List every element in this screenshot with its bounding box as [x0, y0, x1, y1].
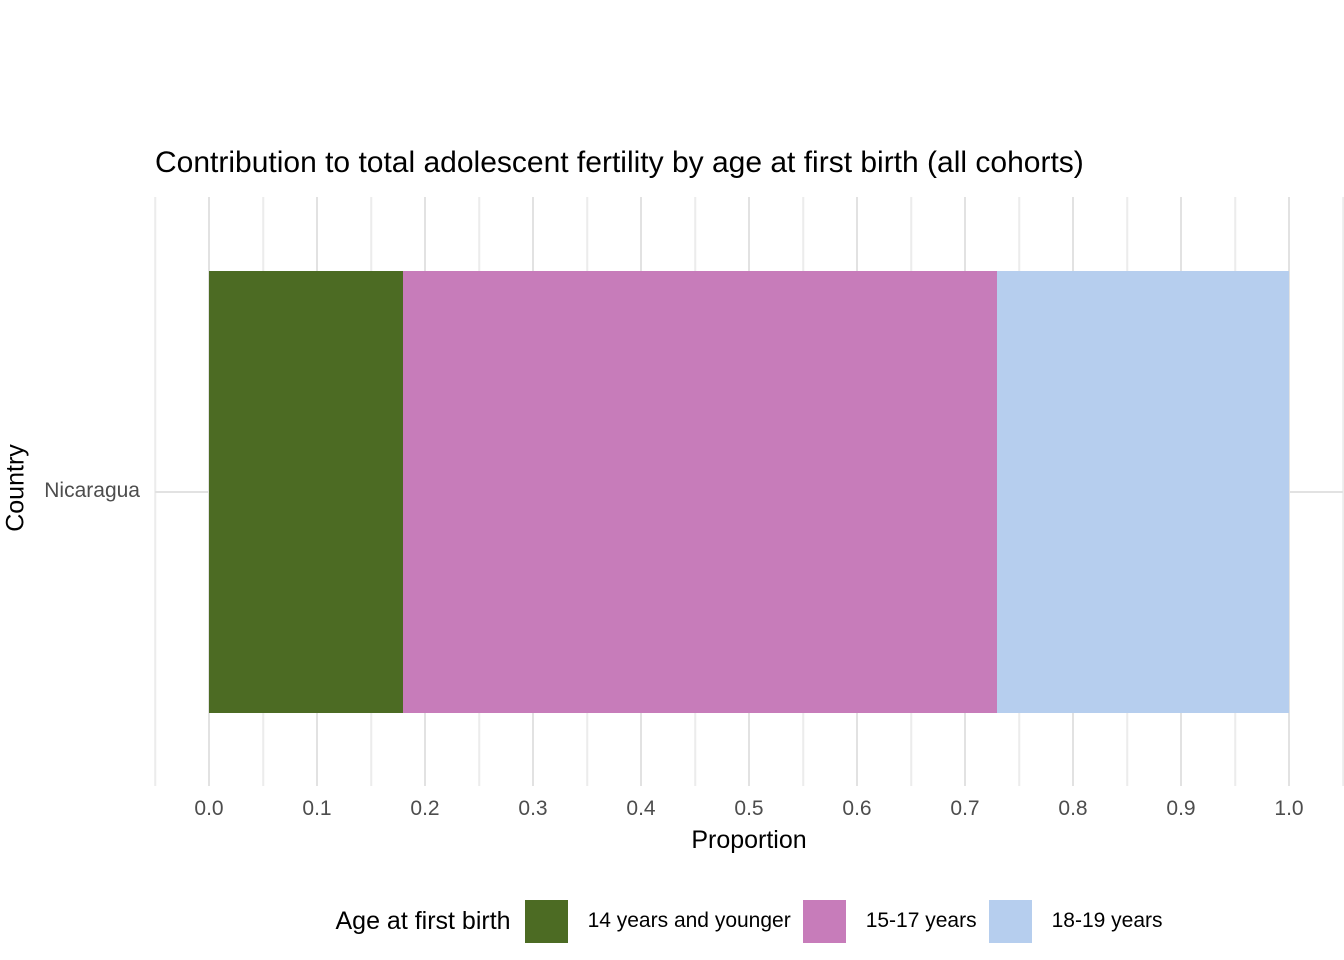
bar-segment-1: [209, 271, 404, 713]
legend-label: 15-17 years: [865, 909, 977, 932]
legend-label: 18-19 years: [1051, 909, 1163, 932]
x-tick-label: 0.6: [842, 797, 872, 820]
legend-items: 14 years and younger 15-17 years 18-19 yea…: [524, 899, 1163, 943]
y-tick-label: Nicaragua: [44, 479, 140, 502]
bar-segment-3: [997, 271, 1289, 713]
x-tick-label: 0.1: [302, 797, 332, 820]
x-tick-label: 0.8: [1058, 797, 1088, 820]
legend-item-2: 15-17 years: [802, 899, 977, 943]
legend-item-1: 14 years and younger: [524, 899, 791, 943]
legend-label: 14 years and younger: [587, 909, 791, 932]
stacked-bar: [209, 271, 1289, 713]
legend-title: Age at first birth: [335, 906, 511, 935]
legend-item-3: 18-19 years: [988, 899, 1163, 943]
chart-title: Contribution to total adolescent fertili…: [155, 146, 1084, 179]
x-tick-label: 0.0: [194, 797, 224, 820]
x-tick-label: 0.2: [410, 797, 440, 820]
legend-swatch: [802, 899, 846, 943]
legend-swatch: [524, 899, 568, 943]
x-tick-label: 0.3: [518, 797, 548, 820]
legend-swatch: [988, 899, 1032, 943]
x-axis-title: Proportion: [691, 826, 807, 854]
x-tick-label: 0.9: [1166, 797, 1196, 820]
x-tick-label: 1.0: [1274, 797, 1304, 820]
x-tick-label: 0.5: [734, 797, 764, 820]
legend: Age at first birth 14 years and younger 1…: [155, 898, 1343, 944]
x-tick-label: 0.7: [950, 797, 980, 820]
bar-segment-2: [403, 271, 998, 713]
gridline-vertical-minor: [1342, 197, 1344, 786]
x-tick-label: 0.4: [626, 797, 656, 820]
plot-panel: [154, 197, 1344, 786]
